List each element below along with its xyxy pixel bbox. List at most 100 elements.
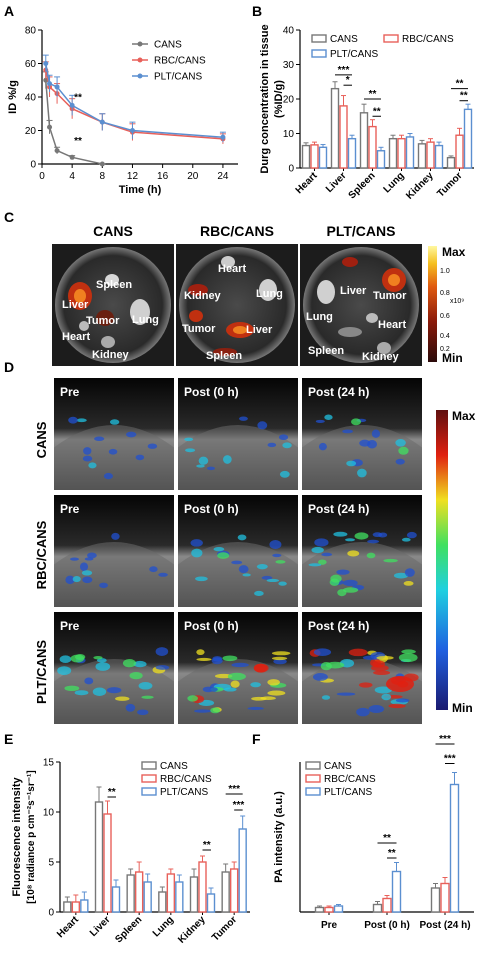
significance-mark: ** — [369, 89, 377, 100]
pa-signal — [227, 672, 246, 681]
bar — [397, 137, 406, 169]
bar-chart-e: 0 5 10 15 Heart Liver Spleen Lung Kidney Tumor Flu… — [11, 758, 250, 946]
tissue-region — [54, 542, 174, 607]
pa-signal — [279, 470, 290, 478]
pa-signal — [95, 662, 111, 671]
y-tick-label: 80 — [25, 26, 37, 37]
organ-signal-core — [74, 289, 86, 303]
pa-signal — [122, 659, 137, 668]
pa-col-label: Pre — [60, 385, 80, 399]
bar — [426, 141, 435, 169]
panel-letter-d: D — [4, 359, 14, 375]
organ-signal-core — [233, 326, 247, 334]
petri-dish — [55, 247, 171, 363]
pa-signal — [278, 434, 289, 441]
pa-signal — [93, 655, 103, 660]
fluor-scale-tick: 1.0 — [440, 268, 450, 275]
data-point — [47, 124, 53, 130]
pa-scale-max: Max — [452, 409, 476, 423]
organ-lung — [259, 279, 277, 301]
bar — [388, 137, 398, 169]
pa-signal — [141, 695, 154, 699]
pa-signal — [336, 569, 350, 575]
pa-signal — [206, 466, 216, 471]
bar — [376, 150, 386, 169]
pa-signal — [312, 673, 328, 681]
pa-col-label: Post (24 h) — [308, 385, 369, 399]
pa-signal — [371, 664, 389, 672]
x-tick-label: Lung — [151, 914, 176, 939]
significance-mark: ** — [74, 92, 82, 103]
pa-signal — [239, 416, 248, 421]
pa-signal — [330, 574, 342, 583]
fluor-scale-tick: 0.6 — [440, 313, 450, 320]
pa-col-label: Post (24 h) — [308, 502, 369, 516]
pa-signal — [223, 455, 232, 464]
x-tick-label: Kidney — [404, 170, 436, 202]
y-tick-label: 40 — [25, 93, 37, 104]
bar — [71, 901, 81, 913]
x-tick-label: 24 — [217, 171, 229, 182]
fluor-scale-tick: 0.2 — [440, 346, 450, 353]
tissue-region — [302, 659, 422, 724]
organ-kidney — [377, 342, 391, 354]
pa-signal — [74, 690, 89, 696]
pa-signal — [129, 672, 143, 680]
pa-signal — [109, 419, 120, 425]
pa-signal — [381, 693, 392, 701]
significance-mark: * — [346, 75, 350, 86]
pa-signal — [266, 578, 280, 583]
bar — [189, 876, 199, 913]
pa-signal — [366, 552, 376, 559]
bar — [229, 868, 239, 913]
pa-signal — [256, 564, 268, 570]
pa-row-label-rbc: RBC/CANS — [34, 520, 49, 589]
pa-signal — [254, 590, 264, 596]
x-tick-label: Heart — [294, 170, 320, 196]
pa-signal — [72, 575, 81, 583]
organ-label: Tumor — [86, 315, 120, 327]
legend-label: PLT/CANS — [154, 72, 202, 83]
pa-signal — [187, 695, 198, 702]
pa-signal — [308, 563, 322, 567]
pa-signal — [403, 580, 414, 586]
bar — [221, 871, 230, 913]
bar — [158, 891, 167, 913]
pa-signal — [250, 682, 261, 688]
pa-signal — [388, 703, 406, 709]
significance-mark: *** — [444, 754, 456, 765]
pa-col-label: Post (0 h) — [184, 502, 239, 516]
pa-signal — [267, 679, 280, 686]
legend-label: RBC/CANS — [402, 34, 454, 45]
pa-signal — [278, 581, 287, 586]
pa-signal — [135, 454, 145, 461]
pa-signal — [198, 456, 209, 465]
panel-letter-a: A — [4, 3, 14, 19]
panel-letter-b: B — [252, 3, 262, 19]
pa-row-label-cans: CANS — [34, 421, 49, 458]
pa-signal — [367, 539, 380, 544]
pa-colorbar — [436, 410, 448, 710]
data-point — [69, 102, 75, 108]
pa-signal — [401, 649, 416, 654]
data-point — [69, 154, 75, 160]
pa-signal — [196, 657, 212, 661]
pa-signal — [194, 709, 212, 713]
data-point — [129, 128, 135, 133]
pa-signal — [115, 696, 130, 701]
organ-label: Spleen — [308, 345, 344, 357]
pa-signal — [273, 658, 287, 665]
pa-signal — [88, 462, 97, 469]
pa-col-label: Post (24 h) — [308, 619, 369, 633]
pa-signal — [275, 560, 286, 564]
y-tick-label: 20 — [25, 126, 37, 137]
legend-label: CANS — [160, 761, 188, 772]
significance-mark: ** — [74, 136, 82, 147]
significance-mark: *** — [338, 65, 350, 76]
y-tick-label: 10 — [43, 808, 55, 819]
pa-signal — [184, 437, 194, 442]
pa-signal — [395, 438, 406, 447]
line-chart-a: 0 20 40 60 80 0 4 8 12 16 20 24 Time (h) ID %/g ** ** CA… — [7, 26, 238, 196]
data-point — [54, 84, 60, 90]
y-axis-title: PA intensity (a.u.) — [273, 791, 285, 883]
